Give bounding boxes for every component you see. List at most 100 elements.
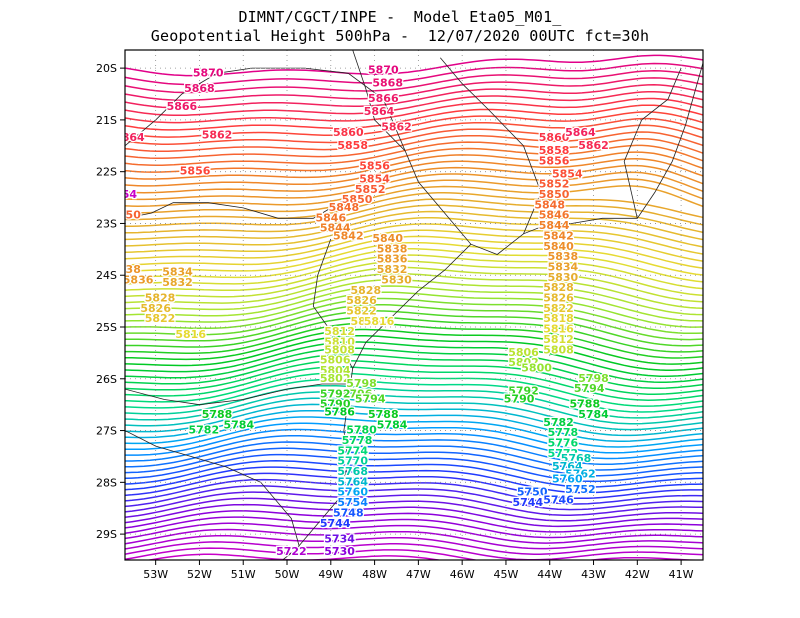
contour-line — [125, 204, 703, 234]
x-tick-label: 44W — [537, 568, 562, 581]
contour-line — [125, 77, 703, 102]
contour-label: 5844 — [539, 219, 570, 232]
contour-label: 5810 — [324, 336, 355, 349]
contour-label: 5778 — [548, 426, 579, 439]
y-tick-label: 21S — [96, 114, 117, 127]
y-tick-label: 23S — [96, 217, 117, 230]
contour-line — [125, 478, 703, 505]
contour-label: 5840 — [543, 240, 574, 253]
contour-label: 5784 — [578, 408, 609, 421]
contour-label: 5838 — [548, 250, 579, 263]
contour-line — [125, 229, 703, 262]
x-tick-label: 47W — [406, 568, 431, 581]
contour-label: 5774 — [337, 444, 368, 457]
contour-label: 5834 — [162, 266, 193, 279]
contour-line — [125, 460, 703, 488]
contour-label: 5864 — [114, 131, 145, 144]
x-tick-label: 43W — [581, 568, 606, 581]
x-tick-label: 49W — [318, 568, 343, 581]
contour-line — [125, 279, 703, 316]
contour-label: 5830 — [381, 273, 412, 286]
contour-label: 5734 — [324, 532, 355, 545]
contour-label: 5798 — [578, 372, 609, 385]
contour-line — [125, 403, 703, 437]
contour-line — [125, 124, 703, 152]
contour-line — [125, 260, 703, 297]
contour-label: 850 — [118, 209, 141, 222]
contour-label: 5834 — [548, 261, 579, 274]
contour-label: 5788 — [569, 398, 600, 411]
contour-line — [125, 151, 703, 180]
contour-label: 5722 — [276, 545, 307, 558]
contour-label: 5744 — [512, 496, 543, 509]
lat-lon-grid — [125, 50, 703, 560]
contour-label: 5730 — [324, 545, 355, 558]
contour-line — [125, 144, 703, 173]
contour-label: 5802 — [508, 356, 539, 369]
contour-line — [125, 391, 703, 425]
contour-line — [125, 285, 703, 322]
contour-line — [125, 428, 703, 460]
contour-label: 5868 — [372, 77, 403, 90]
contour-line — [125, 491, 703, 516]
contour-label: 5832 — [162, 276, 193, 289]
contour-label: 5784 — [223, 418, 254, 431]
contour-label: 5828 — [350, 284, 381, 297]
contour-line — [125, 416, 703, 448]
contour-line — [125, 84, 703, 109]
contour-line — [125, 466, 703, 494]
contour-line — [125, 70, 703, 94]
contour-line — [125, 90, 703, 117]
plot-frame — [124, 49, 704, 561]
contour-label: 5870 — [368, 64, 399, 77]
y-tick-label: 28S — [96, 476, 117, 489]
contour-label: 5788 — [202, 408, 233, 421]
contour-line — [125, 409, 703, 442]
contour-label: 5850 — [342, 193, 373, 206]
contour-label: 5746 — [543, 494, 574, 507]
chart-title-line-2: Geopotential Height 500hPa - 12/07/2020 … — [150, 27, 650, 45]
x-tick-label: 51W — [231, 568, 256, 581]
contour-label: 5786 — [324, 405, 355, 418]
contour-line — [145, 553, 443, 560]
contour-line — [125, 334, 703, 371]
contour-label: 5842 — [543, 229, 574, 242]
contour-label: 5826 — [543, 292, 574, 305]
contour-label: 5848 — [534, 198, 565, 211]
contour-label: 5782 — [543, 416, 574, 429]
coastline-segment — [125, 383, 349, 406]
contour-label: 5854 — [359, 172, 390, 185]
contour-labels: 5870586858665862586458565485058705868586… — [114, 62, 610, 559]
contour-label: 5832 — [377, 263, 408, 276]
contour-line — [125, 198, 703, 227]
y-tick-label: 27S — [96, 425, 117, 438]
contour-label: 5864 — [565, 126, 596, 139]
contour-line — [125, 254, 703, 290]
coastline-segment — [352, 50, 703, 255]
contour-label: 5866 — [167, 100, 198, 113]
contour-label: 5838 — [377, 242, 408, 255]
contour-label: 5788 — [368, 408, 399, 421]
contour-line — [125, 137, 703, 166]
y-tick-label: 22S — [96, 166, 117, 179]
contour-line — [125, 528, 703, 550]
contour-label: 5776 — [548, 437, 579, 450]
coastline-segment — [312, 238, 354, 369]
contour-line — [125, 441, 703, 471]
contour-label: 5752 — [565, 483, 596, 496]
contour-label: 5818 — [543, 312, 574, 325]
contour-line — [125, 217, 703, 248]
contour-line — [125, 235, 703, 269]
x-tick-label: 52W — [187, 568, 212, 581]
x-tick-label: 50W — [275, 568, 300, 581]
contour-label: 5790 — [504, 393, 535, 406]
contour-label: 5780 — [346, 424, 377, 437]
contour-line — [125, 347, 703, 383]
coastline-segment — [439, 57, 542, 234]
contour-line — [125, 111, 703, 138]
contour-line — [125, 303, 703, 341]
coastline-segment — [125, 67, 406, 152]
contour-label: 5800 — [521, 361, 552, 374]
contour-label: 5846 — [539, 209, 570, 222]
contour-line — [125, 516, 703, 539]
